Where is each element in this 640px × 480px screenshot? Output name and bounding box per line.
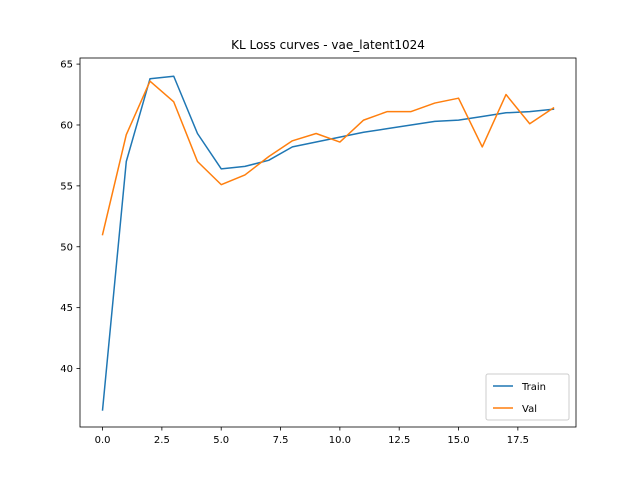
series-line-train: [101, 75, 555, 411]
x-tick-label: 12.5: [388, 435, 410, 446]
x-tick-label: 7.5: [273, 435, 289, 446]
y-tick-label: 55: [60, 181, 73, 192]
series-line-val: [101, 80, 555, 236]
axes-frame: [79, 57, 577, 428]
legend-label-train: Train: [521, 382, 546, 393]
x-tick-label: 5.0: [213, 435, 229, 446]
x-tick-label: 15.0: [447, 435, 469, 446]
y-tick-label: 65: [60, 60, 73, 71]
x-tick-label: 10.0: [329, 435, 351, 446]
x-tick-label: 0.0: [95, 435, 111, 446]
legend-label-val: Val: [522, 404, 537, 415]
plot-area: 0.0 2.5 5.0 7.5 10.0 12.5 15.0 17.5 40 45 50 55 60 65…: [60, 57, 577, 446]
y-tick-label: 60: [60, 120, 73, 131]
chart-title: KL Loss curves - vae_latent1024: [231, 38, 425, 52]
x-tick-label: 17.5: [507, 435, 529, 446]
axes-background: [80, 58, 576, 427]
y-tick-label: 50: [60, 242, 73, 253]
x-tick-label: 2.5: [154, 435, 170, 446]
y-tick-label: 40: [60, 364, 73, 375]
y-tick-label: 45: [60, 303, 73, 314]
